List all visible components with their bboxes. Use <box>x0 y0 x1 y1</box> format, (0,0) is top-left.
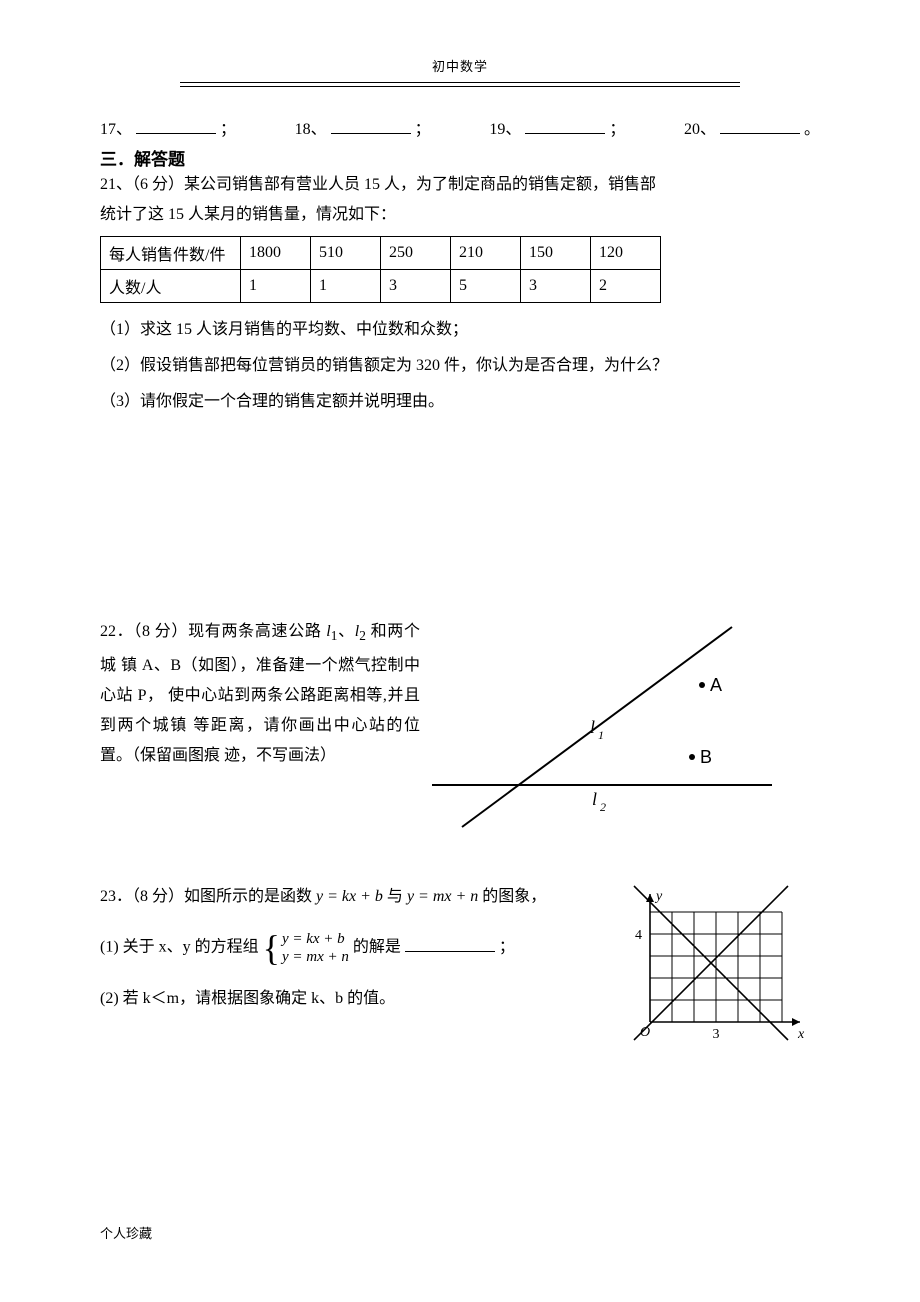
table-cell: 3 <box>381 270 451 303</box>
q23-t3: 的图象， <box>482 888 546 905</box>
table-row-header: 每人销售件数/件 <box>101 237 241 270</box>
svg-text:4: 4 <box>635 928 642 943</box>
fill-item-20: 20、 。 <box>684 115 820 139</box>
q22-text: 22．（8 分）现有两条高速公路 l1、l2 和两个城 镇 A、B（如图），准备… <box>100 617 420 771</box>
fill-num: 20、 <box>684 121 716 138</box>
svg-text:l: l <box>592 789 597 809</box>
q23-eq1: y = kx + b <box>316 888 383 905</box>
sys-bot: y = mx + n <box>282 948 349 966</box>
q23-text: 23．（8 分）如图所示的是函数 y = kx + b 与 y = mx + n… <box>100 882 600 1014</box>
svg-text:x: x <box>797 1027 805 1042</box>
q22-wrap: 22．（8 分）现有两条高速公路 l1、l2 和两个城 镇 A、B（如图），准备… <box>100 617 820 842</box>
table-cell: 250 <box>381 237 451 270</box>
fill-num: 19、 <box>489 121 521 138</box>
page-header: 初中数学 <box>100 56 820 76</box>
q22-t7: 迹，不写画法） <box>224 747 336 764</box>
brace-rows: y = kx + b y = mx + n <box>282 930 349 966</box>
q21-table: 每人销售件数/件1800510250210150120人数/人113532 <box>100 236 661 303</box>
section-3-title: 三．解答题 <box>100 145 820 170</box>
q23-part-2: (2) 若 k＜m，请根据图象确定 k、b 的值。 <box>100 984 600 1014</box>
fill-blank[interactable] <box>331 117 411 134</box>
fill-num: 18、 <box>295 121 327 138</box>
footer-text: 个人珍藏 <box>100 1223 152 1242</box>
q22-sub2: 2 <box>359 628 366 643</box>
q23-wrap: 23．（8 分）如图所示的是函数 y = kx + b 与 y = mx + n… <box>100 882 820 1057</box>
svg-text:O: O <box>640 1025 650 1040</box>
fill-blank[interactable] <box>525 117 605 134</box>
table-cell: 2 <box>591 270 661 303</box>
q22-svg: ABl1l2 <box>432 617 772 837</box>
q23-p1c: ； <box>499 939 515 956</box>
brace-icon: { <box>263 930 280 966</box>
svg-text:B: B <box>700 747 712 767</box>
q23-t2: 与 <box>387 888 407 905</box>
q23-svg: y x O 4 3 <box>620 882 820 1052</box>
fill-blank[interactable] <box>136 117 216 134</box>
q21-lead-2: 统计了这 15 人某月的销售量，情况如下： <box>100 200 820 230</box>
fill-tail: ； <box>609 121 625 138</box>
q23-figure: y x O 4 3 <box>620 882 820 1057</box>
table-cell: 120 <box>591 237 661 270</box>
fill-item-17: 17、 ； <box>100 115 236 139</box>
table-cell: 1 <box>241 270 311 303</box>
q23-eq2: y = mx + n <box>407 888 478 905</box>
q23-part-1: (1) 关于 x、y 的方程组 { y = kx + b y = mx + n … <box>100 930 600 966</box>
table-cell: 1 <box>311 270 381 303</box>
q21-part-2: （2）假设销售部把每位营销员的销售额定为 320 件，你认为是否合理，为什么？ <box>100 351 820 381</box>
q23-line-1: 23．（8 分）如图所示的是函数 y = kx + b 与 y = mx + n… <box>100 882 600 912</box>
q23-blank[interactable] <box>405 935 495 952</box>
equation-system: { y = kx + b y = mx + n <box>263 930 349 966</box>
fill-blank[interactable] <box>720 117 800 134</box>
fill-in-row: 17、 ； 18、 ； 19、 ； 20、 。 <box>100 115 820 139</box>
header-underline <box>180 82 740 87</box>
table-cell: 210 <box>451 237 521 270</box>
q21-lead-1: 21、（6 分）某公司销售部有营业人员 15 人，为了制定商品的销售定额，销售部 <box>100 170 820 200</box>
table-row-header: 人数/人 <box>101 270 241 303</box>
table-cell: 1800 <box>241 237 311 270</box>
q22-t2: 、 <box>337 623 354 640</box>
header-title: 初中数学 <box>432 59 488 74</box>
table-cell: 150 <box>521 237 591 270</box>
q22-figure: ABl1l2 <box>432 617 820 842</box>
q21-part-3: （3）请你假定一个合理的销售定额并说明理由。 <box>100 387 820 417</box>
q21-part-1: （1）求这 15 人该月销售的平均数、中位数和众数； <box>100 315 820 345</box>
table-cell: 3 <box>521 270 591 303</box>
svg-text:2: 2 <box>600 800 606 814</box>
svg-text:y: y <box>654 889 663 904</box>
fill-item-19: 19、 ； <box>489 115 625 139</box>
q22-t1: 22．（8 分）现有两条高速公路 <box>100 623 326 640</box>
table-cell: 510 <box>311 237 381 270</box>
fill-num: 17、 <box>100 121 132 138</box>
q23-p1a: (1) 关于 x、y 的方程组 <box>100 939 263 956</box>
svg-text:3: 3 <box>713 1027 720 1042</box>
fill-tail: 。 <box>804 121 820 138</box>
svg-text:A: A <box>710 675 722 695</box>
q23-t1: 23．（8 分）如图所示的是函数 <box>100 888 316 905</box>
svg-text:1: 1 <box>598 728 604 742</box>
q23-p1b: 的解是 <box>353 939 405 956</box>
page: 初中数学 17、 ； 18、 ； 19、 ； 20、 。 三．解答题 21、（6… <box>0 0 920 1302</box>
fill-tail: ； <box>220 121 236 138</box>
fill-item-18: 18、 ； <box>295 115 431 139</box>
table-cell: 5 <box>451 270 521 303</box>
fill-tail: ； <box>415 121 431 138</box>
sys-top: y = kx + b <box>282 930 349 948</box>
svg-text:l: l <box>590 717 595 737</box>
